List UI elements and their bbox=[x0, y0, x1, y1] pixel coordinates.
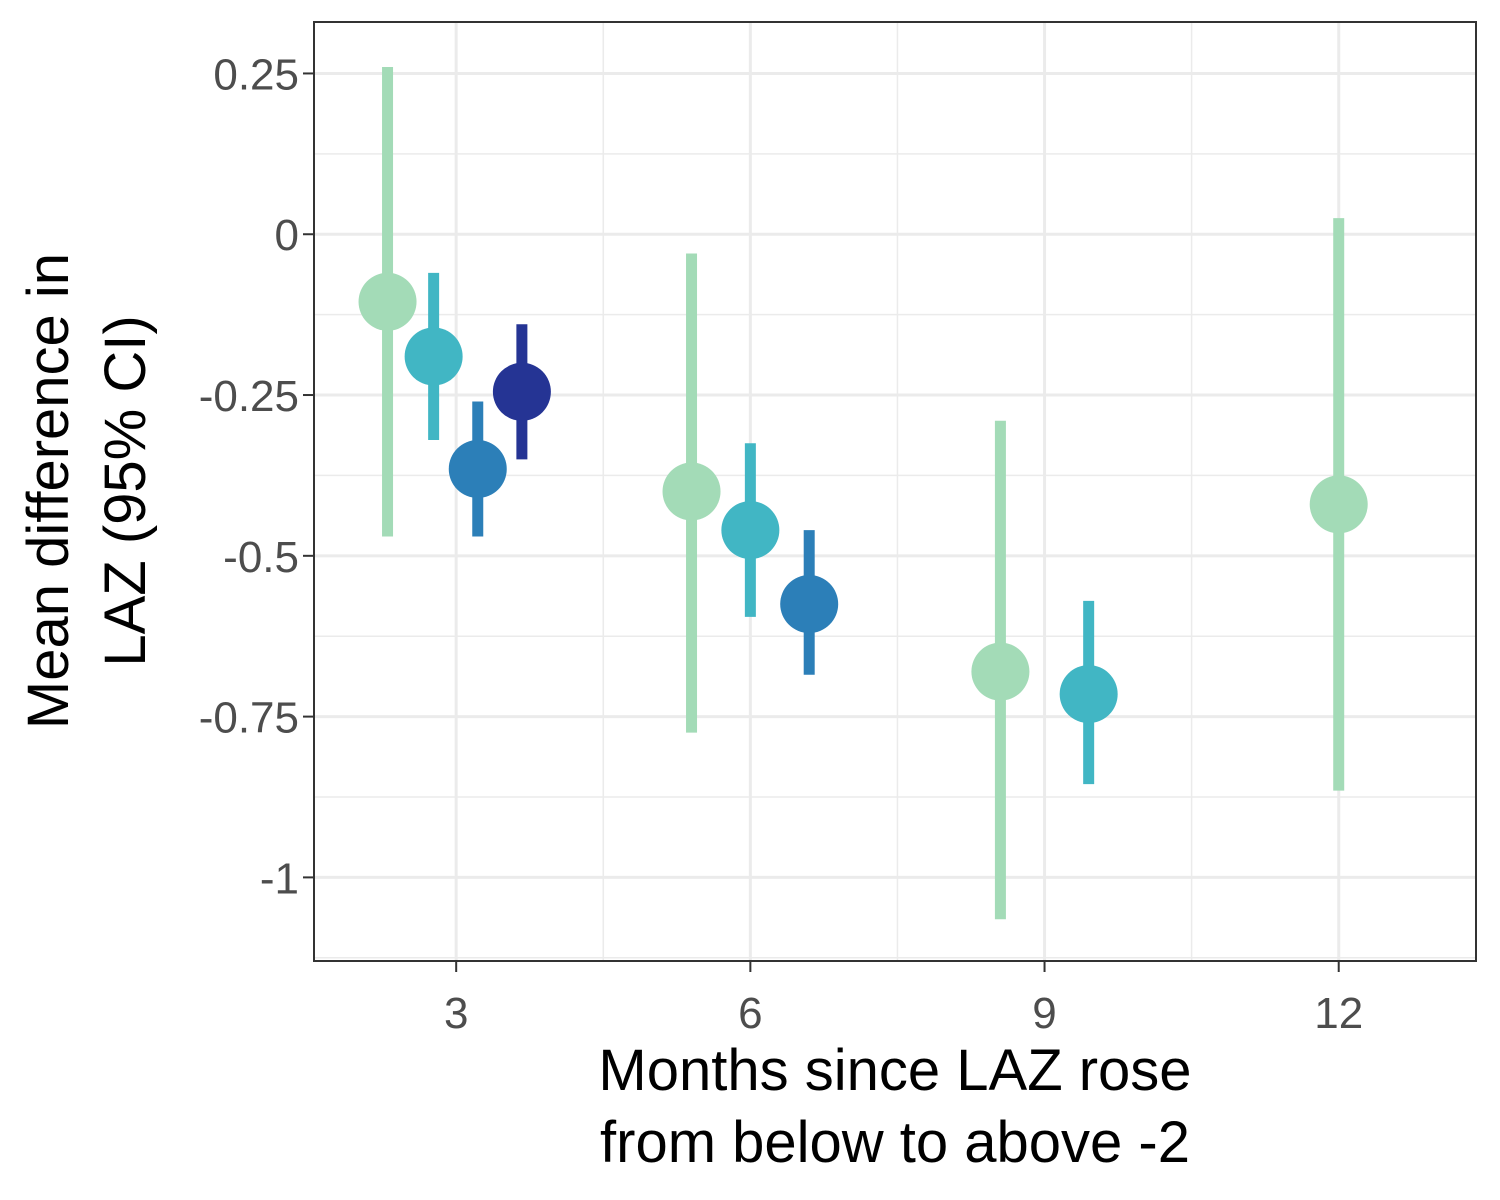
x-tick-label: 6 bbox=[738, 989, 762, 1038]
estimate-point bbox=[404, 327, 463, 386]
y-tick-label: 0 bbox=[275, 211, 299, 260]
estimate-point bbox=[358, 272, 417, 331]
estimate-point bbox=[1059, 665, 1118, 724]
y-tick-label: -0.25 bbox=[199, 372, 299, 421]
x-tick-label: 12 bbox=[1314, 989, 1363, 1038]
y-tick-label: -1 bbox=[260, 854, 299, 903]
x-axis-title-line-2: from below to above -2 bbox=[600, 1110, 1190, 1175]
point-ranges bbox=[358, 67, 1368, 920]
estimate-point bbox=[721, 501, 780, 560]
x-axis-title-line-1: Months since LAZ rose bbox=[598, 1038, 1191, 1103]
x-tick-label: 3 bbox=[444, 989, 468, 1038]
estimate-point bbox=[662, 462, 721, 521]
y-axis-title-line-2: LAZ (95% CI) bbox=[93, 315, 158, 666]
x-tick-label: 9 bbox=[1032, 989, 1056, 1038]
estimate-point bbox=[492, 362, 551, 421]
minor-gridlines bbox=[314, 22, 1476, 961]
estimate-point bbox=[780, 575, 839, 634]
plot-panel-border bbox=[313, 21, 1477, 962]
estimate-point bbox=[1309, 475, 1368, 534]
y-tick-label: 0.25 bbox=[213, 50, 299, 99]
estimate-point bbox=[971, 642, 1030, 701]
y-axis-title-line-1: Mean difference in bbox=[16, 253, 81, 729]
y-axis: 0.25 0 -0.25 -0.5 -0.75 -1 bbox=[199, 50, 314, 903]
estimate-point bbox=[448, 439, 507, 498]
x-axis: 3 6 9 12 bbox=[444, 961, 1363, 1038]
y-tick-label: -0.75 bbox=[199, 694, 299, 743]
y-tick-label: -0.5 bbox=[223, 533, 299, 582]
